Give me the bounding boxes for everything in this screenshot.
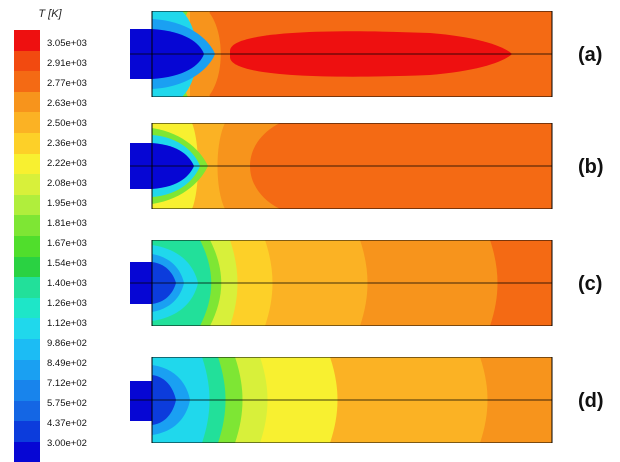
legend-tick-label: 3.00e+02 (47, 438, 87, 449)
contour-panel-b (130, 123, 553, 209)
legend-swatch (14, 441, 40, 462)
legend-swatch (14, 132, 40, 154)
legend-swatch (14, 277, 40, 298)
legend-tick-label: 1.54e+03 (47, 258, 87, 269)
legend-tick-label: 1.81e+03 (47, 218, 87, 229)
panel-label-c: (c) (578, 273, 603, 295)
panel-label-b: (b) (578, 156, 604, 178)
legend-swatch (14, 318, 40, 339)
panel-label-a: (a) (578, 44, 603, 66)
legend-swatch (14, 256, 40, 278)
legend-tick-label: 2.77e+03 (47, 78, 87, 89)
legend-tick-label: 1.26e+03 (47, 298, 87, 309)
contour-panel-a (130, 11, 553, 97)
legend-color-bar (14, 30, 40, 462)
legend-swatch (14, 71, 40, 92)
legend-tick-label: 1.67e+03 (47, 238, 87, 249)
legend-tick-label: 8.49e+02 (47, 358, 87, 369)
legend-swatch (14, 91, 40, 113)
legend-swatch (14, 380, 40, 401)
legend-swatch (14, 421, 40, 442)
legend-tick-label: 2.63e+03 (47, 98, 87, 109)
legend-swatch (14, 174, 40, 195)
legend-swatch (14, 30, 40, 51)
legend-tick-label: 2.08e+03 (47, 178, 87, 189)
legend-tick-label: 9.86e+02 (47, 338, 87, 349)
panel-label-d: (d) (578, 390, 604, 412)
legend-tick-label: 3.05e+03 (47, 38, 87, 49)
legend-tick-label: 1.40e+03 (47, 278, 87, 289)
legend-swatch (14, 400, 40, 422)
temperature-contour-figure: T [K] 3.05e+03 2.91e+03 2.77e+03 2.63e+03 2.… (14, 8, 604, 462)
legend-swatch (14, 359, 40, 381)
legend-tick-label: 4.37e+02 (47, 418, 87, 429)
legend-title: T [K] (38, 8, 62, 20)
legend-swatch (14, 112, 40, 133)
legend-swatch (14, 153, 40, 175)
legend-swatch (14, 235, 40, 257)
legend-tick-label: 1.12e+03 (47, 318, 87, 329)
contour-panel-c (130, 240, 553, 326)
legend-tick-label: 7.12e+02 (47, 378, 87, 389)
legend-swatch (14, 50, 40, 72)
legend-tick-label: 2.50e+03 (47, 118, 87, 129)
legend-swatch (14, 297, 40, 319)
legend-tick-label: 5.75e+02 (47, 398, 87, 409)
legend-tick-label: 2.36e+03 (47, 138, 87, 149)
legend-swatch (14, 194, 40, 216)
legend-swatch (14, 338, 40, 360)
legend-tick-label: 2.22e+03 (47, 158, 87, 169)
legend-swatch (14, 215, 40, 236)
legend-tick-label: 2.91e+03 (47, 58, 87, 69)
contour-panel-d (130, 357, 553, 443)
legend-tick-label: 1.95e+03 (47, 198, 87, 209)
